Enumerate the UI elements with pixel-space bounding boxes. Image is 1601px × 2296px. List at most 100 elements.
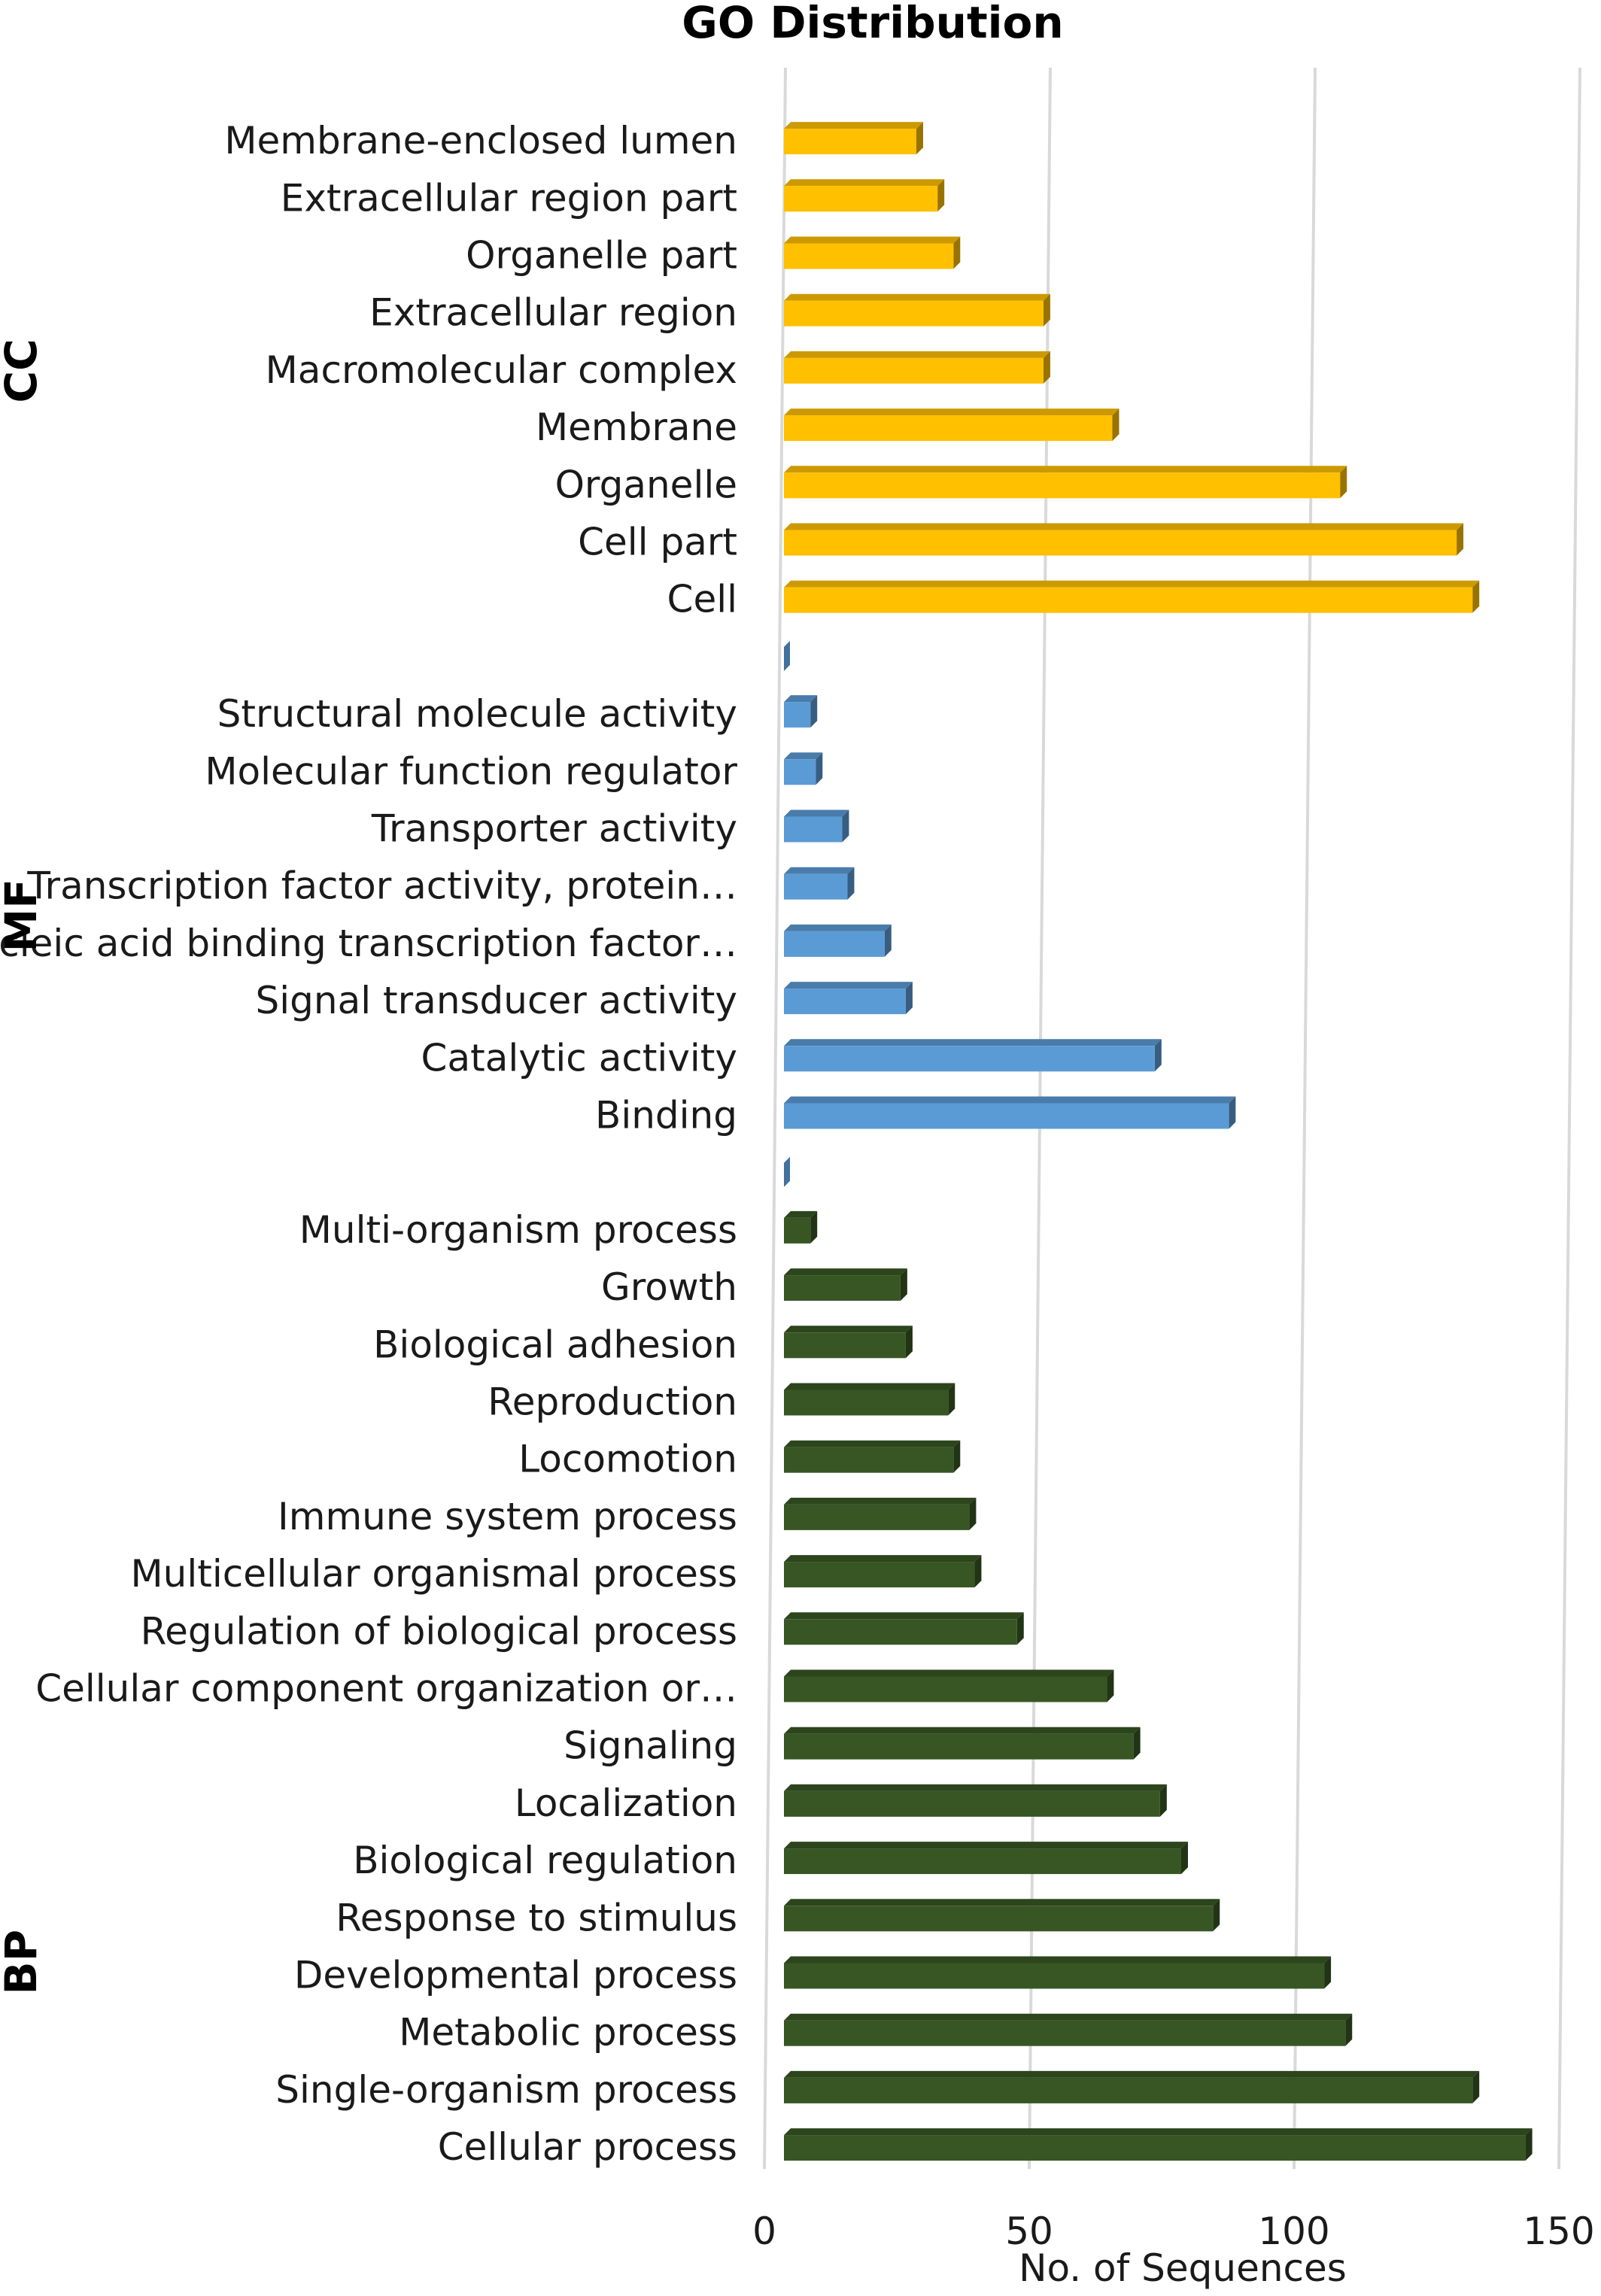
bar-top — [784, 351, 1050, 358]
bar-side — [1472, 580, 1480, 613]
bar-top — [784, 1612, 1024, 1620]
category-label: Transporter activity — [371, 807, 737, 851]
category-label: Membrane-enclosed lumen — [224, 119, 737, 162]
bar — [784, 1217, 811, 1244]
bar — [784, 186, 938, 212]
bar — [784, 1963, 1325, 1989]
bar — [784, 1562, 975, 1588]
bar — [784, 1790, 1160, 1817]
category-label: Nucleic acid binding transcription facto… — [0, 922, 737, 965]
bar-side — [816, 752, 823, 785]
bar — [784, 873, 848, 900]
category-label: Developmental process — [294, 1954, 737, 1997]
bar-top — [784, 982, 913, 989]
category-label: Membrane — [536, 405, 737, 449]
category-label: Cellular component organization or… — [35, 1667, 737, 1711]
category-label: Biological adhesion — [373, 1323, 737, 1366]
bar — [784, 530, 1457, 556]
category-label: Macromolecular complex — [266, 348, 737, 392]
category-label: Localization — [515, 1781, 737, 1825]
bar-side — [1340, 466, 1347, 499]
bar-side — [953, 1440, 961, 1473]
bar-top — [784, 236, 961, 244]
bar — [784, 1619, 1017, 1645]
bar-top — [784, 752, 823, 760]
bar-side — [810, 695, 818, 728]
bar — [784, 816, 843, 843]
bar — [784, 759, 816, 785]
bar-side — [1525, 2128, 1533, 2161]
bar-top — [784, 1727, 1141, 1734]
bar — [784, 1848, 1181, 1875]
category-label: Extracellular region part — [281, 176, 737, 220]
bar-side — [974, 1555, 982, 1588]
bar-top — [784, 1956, 1332, 1963]
bar — [784, 1504, 970, 1530]
bar — [784, 587, 1473, 613]
category-label: Structural molecule activity — [217, 692, 737, 736]
category-label: Transcription factor activity, protein… — [26, 864, 737, 908]
bar — [784, 2077, 1473, 2103]
x-tick-label: 100 — [1258, 2209, 1329, 2253]
category-label: Cellular process — [438, 2125, 737, 2169]
category-label: Molecular function regulator — [205, 749, 737, 793]
bar-side — [1181, 1842, 1188, 1875]
bar-top — [784, 924, 892, 931]
bar-side — [810, 1210, 818, 1244]
gridline — [763, 67, 787, 2170]
bar-top — [784, 1383, 955, 1390]
category-label: Biological regulation — [353, 1839, 737, 1882]
bar-side — [953, 236, 961, 269]
bar-top — [784, 580, 1480, 588]
bar-top — [784, 1497, 977, 1505]
bar — [784, 1046, 1155, 1072]
x-tick-label: 0 — [752, 2209, 776, 2253]
bar-side — [1324, 1956, 1332, 1989]
bar-side — [1107, 1669, 1114, 1702]
bar-top — [784, 2013, 1353, 2021]
bar-side — [1112, 408, 1119, 442]
bar-side — [1213, 1899, 1220, 1932]
bar — [784, 702, 811, 728]
category-label: Multicellular organismal process — [131, 1552, 737, 1596]
bar-side — [948, 1383, 955, 1416]
bar — [784, 472, 1341, 499]
category-labels: Membrane-enclosed lumen Extracellular reg… — [0, 119, 737, 2169]
bar-side — [969, 1497, 977, 1530]
bar — [784, 415, 1113, 442]
x-tick-label: 50 — [1005, 2209, 1053, 2253]
category-label: Locomotion — [518, 1438, 737, 1481]
bar — [784, 931, 885, 957]
bar — [784, 1389, 949, 1416]
bar-side — [1159, 1784, 1167, 1817]
category-label: Organelle — [555, 463, 737, 506]
bar-top — [784, 293, 1050, 301]
x-axis-title: No. of Sequences — [1019, 2246, 1347, 2290]
group-labels: CC MF BP — [0, 339, 47, 1994]
gridline — [1293, 67, 1317, 2170]
category-label: Binding — [595, 1094, 737, 1137]
category-label: Extracellular region — [369, 291, 737, 335]
bar — [784, 1906, 1214, 1932]
bar-top — [784, 2070, 1480, 2078]
x-tick-label: 150 — [1523, 2209, 1594, 2253]
category-label: Multi-organism process — [299, 1208, 737, 1252]
bar-top — [784, 1440, 961, 1447]
bar-top — [784, 809, 849, 817]
bar — [784, 2135, 1526, 2161]
category-label: Immune system process — [278, 1495, 737, 1538]
bar-side — [1154, 1039, 1162, 1072]
bar-side — [900, 1268, 907, 1301]
bar-side — [916, 122, 923, 155]
category-label: Signal transducer activity — [256, 979, 737, 1022]
category-label: Regulation of biological process — [141, 1609, 737, 1653]
bar-top — [784, 1326, 913, 1333]
group-label-bp: BP — [0, 1930, 47, 1995]
bar-side — [1016, 1612, 1024, 1645]
bar-top — [784, 122, 923, 129]
category-label: Cell part — [578, 521, 737, 564]
bar-top — [784, 1784, 1167, 1791]
category-label: Cell — [667, 578, 737, 621]
bar-side — [884, 924, 892, 957]
bar-top — [784, 867, 855, 874]
